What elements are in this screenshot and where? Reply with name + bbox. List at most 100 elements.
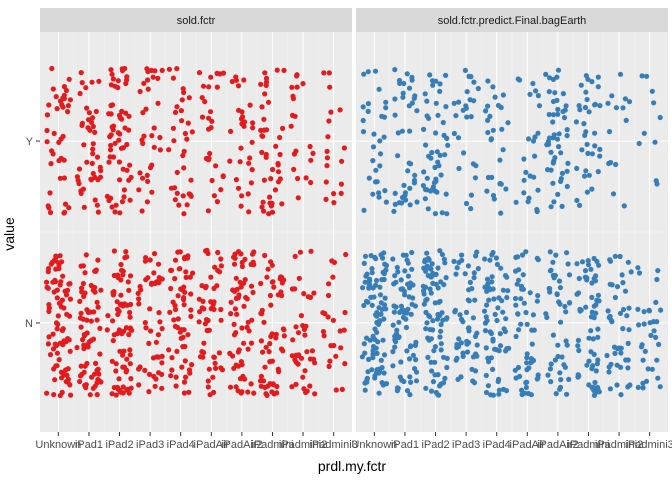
data-point xyxy=(110,338,116,344)
data-point xyxy=(466,73,472,79)
data-point xyxy=(473,253,479,259)
data-point xyxy=(241,303,247,309)
data-point xyxy=(308,248,314,254)
data-point xyxy=(379,306,385,312)
data-point xyxy=(260,349,266,355)
data-point xyxy=(410,352,416,358)
data-point xyxy=(366,283,372,289)
data-point xyxy=(324,155,330,161)
data-point xyxy=(295,361,301,367)
data-point xyxy=(136,366,142,372)
data-point xyxy=(327,84,333,90)
data-point xyxy=(118,389,124,395)
data-point xyxy=(486,297,492,303)
data-point xyxy=(53,266,59,272)
data-point xyxy=(82,363,88,369)
data-point xyxy=(429,261,435,267)
data-point xyxy=(612,350,618,356)
data-point xyxy=(497,331,503,337)
data-point xyxy=(77,90,83,97)
data-point xyxy=(123,325,129,331)
data-point xyxy=(521,156,527,162)
data-point xyxy=(185,332,191,338)
data-point xyxy=(435,311,441,318)
data-point xyxy=(268,302,274,308)
data-point xyxy=(97,325,103,331)
data-point xyxy=(414,108,420,114)
data-point xyxy=(557,384,564,390)
data-point xyxy=(579,259,586,265)
data-point xyxy=(612,253,618,259)
data-point xyxy=(519,391,525,398)
data-point xyxy=(548,267,554,273)
data-point xyxy=(655,375,661,381)
data-point xyxy=(657,384,663,390)
data-point xyxy=(75,177,81,183)
data-point xyxy=(622,96,629,102)
data-point xyxy=(300,323,306,329)
data-point xyxy=(565,261,571,267)
data-point xyxy=(289,384,295,390)
data-point xyxy=(78,70,84,76)
data-point xyxy=(325,292,332,299)
data-point xyxy=(94,154,101,160)
data-point xyxy=(485,383,491,389)
data-point xyxy=(445,142,451,148)
data-point xyxy=(489,274,495,280)
data-point xyxy=(555,106,561,112)
data-point xyxy=(298,355,305,361)
data-point xyxy=(151,144,157,150)
data-point xyxy=(115,272,121,278)
data-point xyxy=(563,309,569,315)
data-point xyxy=(270,166,276,173)
data-point xyxy=(628,269,634,275)
data-point xyxy=(514,281,520,287)
data-point xyxy=(494,261,500,267)
data-point xyxy=(159,385,165,391)
data-point xyxy=(366,356,372,362)
data-point xyxy=(592,101,598,107)
data-point xyxy=(62,288,68,294)
data-point xyxy=(534,255,540,261)
data-point xyxy=(137,283,143,290)
data-point xyxy=(391,208,397,214)
data-point xyxy=(406,356,413,362)
data-point xyxy=(593,273,599,279)
data-point xyxy=(235,83,242,89)
data-point xyxy=(517,77,523,83)
data-point xyxy=(263,151,269,158)
data-point xyxy=(626,99,633,105)
data-point xyxy=(144,199,150,205)
data-point xyxy=(228,128,234,134)
data-point xyxy=(269,389,275,395)
data-point xyxy=(365,101,371,107)
data-point xyxy=(210,374,216,380)
data-point xyxy=(471,275,477,281)
data-point xyxy=(50,331,56,337)
data-point xyxy=(396,319,402,325)
x-tick-label: iPad2 xyxy=(421,439,449,451)
data-point xyxy=(239,259,245,266)
data-point xyxy=(652,139,658,145)
data-point xyxy=(483,389,490,396)
data-point xyxy=(281,67,287,73)
data-point xyxy=(497,343,504,349)
data-point xyxy=(271,284,277,290)
data-point xyxy=(433,389,439,396)
data-point xyxy=(556,131,562,137)
data-point xyxy=(338,190,344,196)
data-point xyxy=(249,317,255,323)
data-point xyxy=(295,330,302,336)
data-point xyxy=(290,337,296,343)
data-point xyxy=(44,139,50,145)
data-point xyxy=(88,176,94,182)
data-point xyxy=(232,306,238,312)
data-point xyxy=(395,130,401,136)
data-point xyxy=(93,268,99,274)
data-point xyxy=(441,282,447,288)
data-point xyxy=(427,286,433,292)
data-point xyxy=(85,309,91,315)
data-point xyxy=(593,368,599,374)
data-point xyxy=(44,127,50,134)
data-point xyxy=(258,373,264,379)
